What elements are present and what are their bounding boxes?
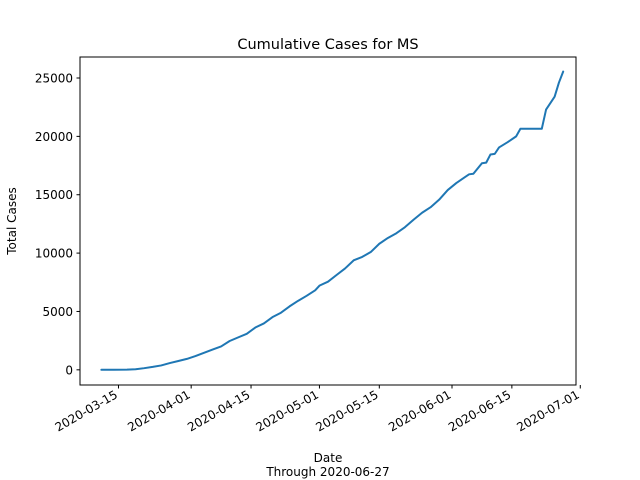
- y-tick-label: 20000: [35, 130, 73, 144]
- x-tick-label: 2020-06-15: [446, 387, 513, 434]
- y-tick-label: 0: [65, 363, 73, 377]
- x-tick-label: 2020-03-15: [53, 387, 120, 434]
- y-tick-label: 10000: [35, 247, 73, 261]
- chart-title: Cumulative Cases for MS: [237, 37, 418, 53]
- x-axis-note: Through 2020-06-27: [265, 465, 389, 479]
- y-tick-label: 5000: [42, 305, 73, 319]
- y-axis-ticks: 0 5000 10000 15000 20000 25000: [35, 72, 80, 377]
- y-axis-label: Total Cases: [5, 187, 19, 255]
- y-tick-label: 25000: [35, 72, 73, 86]
- x-tick-label: 2020-05-01: [254, 387, 321, 434]
- x-tick-label: 2020-04-15: [185, 387, 252, 434]
- x-tick-label: 2020-06-01: [386, 387, 453, 434]
- x-tick-label: 2020-07-01: [514, 387, 581, 434]
- cumulative-cases-line: [100, 70, 565, 371]
- plot-frame: [79, 56, 577, 386]
- x-axis-label: Date: [314, 451, 343, 465]
- x-tick-label: 2020-04-01: [125, 387, 192, 434]
- y-tick-label: 15000: [35, 188, 73, 202]
- x-tick-label: 2020-05-15: [313, 387, 380, 434]
- plot-series: [100, 70, 565, 371]
